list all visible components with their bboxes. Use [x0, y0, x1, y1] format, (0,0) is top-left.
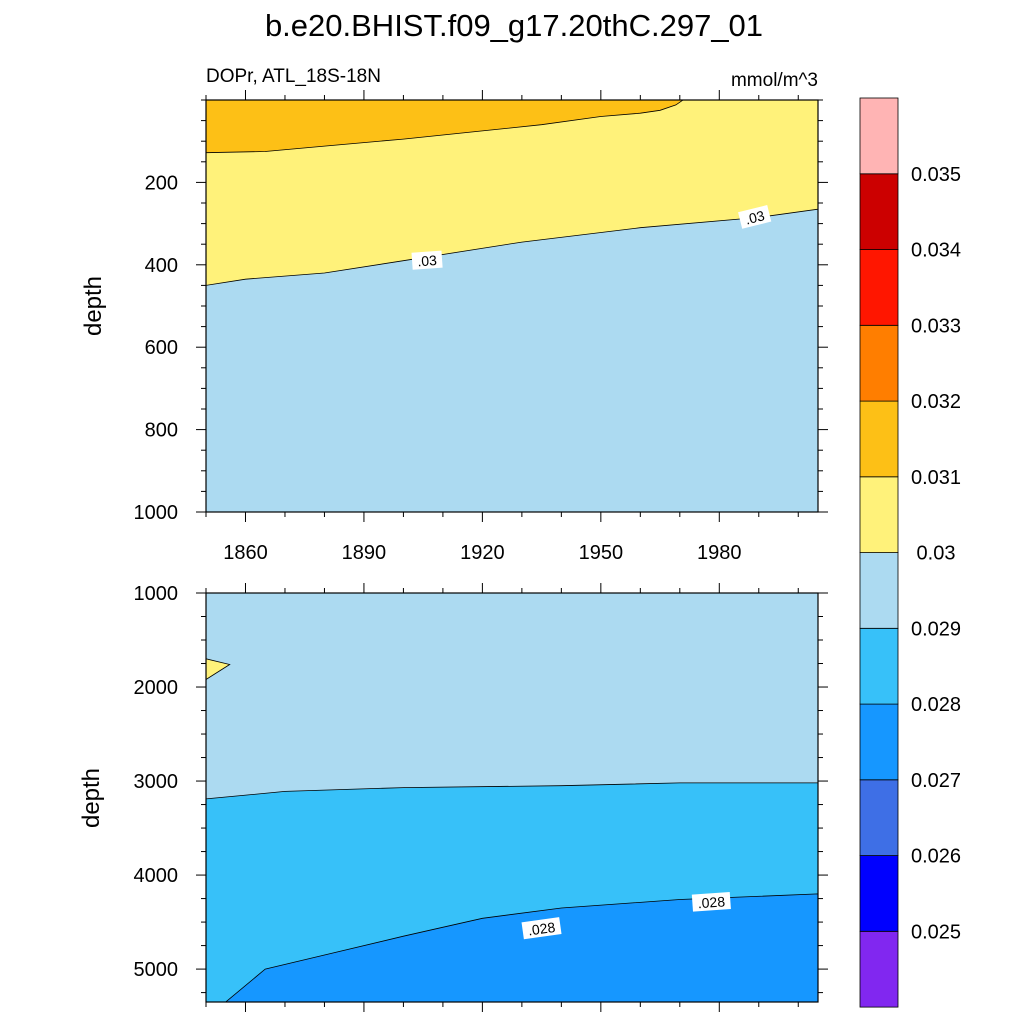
y-tick-label: 800 — [145, 420, 178, 442]
x-tick-label: 1980 — [697, 542, 742, 564]
x-tick-label: 1860 — [223, 542, 268, 564]
contour-label-text: .03 — [743, 207, 766, 227]
colorbar-tick-label: 0.028 — [911, 694, 961, 716]
x-tick-label: 1920 — [460, 542, 505, 564]
y-tick-label: 2000 — [134, 677, 179, 699]
axis-ticks — [196, 90, 828, 522]
contour-region — [206, 100, 818, 286]
colorbar-swatch — [859, 855, 899, 932]
colorbar-swatch — [859, 930, 899, 1008]
colorbar-swatch — [859, 249, 899, 326]
colorbar-tick-label: 0.031 — [911, 467, 961, 489]
contour-label-text: .028 — [697, 893, 726, 911]
contour-label-text: .028 — [527, 919, 556, 939]
colorbar-swatch — [859, 552, 899, 629]
panel-frame — [205, 592, 819, 1003]
upper-depth-panel: .03 .03 200 400 600 800 1000 — [134, 90, 828, 524]
colorbar: 0.025 0.026 0.027 0.028 0.029 0.03 0.031 0.032 0… — [859, 97, 961, 1008]
contour-line-label: .028 — [521, 917, 562, 940]
units-label: mmol/m^3 — [731, 70, 818, 91]
y-tick-label: 1000 — [134, 502, 179, 524]
y-tick-label: 600 — [145, 337, 178, 359]
colorbar-swatch — [859, 400, 899, 478]
y-tick-label: 400 — [145, 255, 178, 277]
contour-line-label: .03 — [411, 250, 443, 270]
colorbar-tick-label: 0.035 — [911, 164, 961, 186]
colorbar-swatch — [859, 324, 899, 402]
x-tick-label: 1950 — [579, 542, 624, 564]
upper-y-axis-label: depth — [80, 276, 107, 336]
contour-region — [206, 658, 231, 680]
y-tick-label: 4000 — [134, 865, 179, 887]
colorbar-tick-label: 0.029 — [911, 618, 961, 640]
contour-region — [225, 893, 818, 1002]
x-tick-label: 1890 — [342, 542, 387, 564]
variable-label: DOPr, ATL_18S-18N — [206, 66, 381, 87]
colorbar-tick-label: 0.034 — [911, 240, 961, 262]
colorbar-swatch — [859, 97, 899, 175]
x-axis-tick-labels: 1860 1890 1920 1950 1980 — [223, 542, 741, 564]
colorbar-tick-label: 0.032 — [911, 391, 961, 413]
figure-title: b.e20.BHIST.f09_g17.20thC.297_01 — [265, 8, 763, 43]
y-tick-label: 5000 — [134, 959, 179, 981]
contour-line-label: .028 — [691, 891, 731, 912]
y-tick-label: 200 — [145, 172, 178, 194]
colorbar-swatch — [859, 779, 899, 856]
colorbar-swatch — [859, 476, 899, 553]
y-tick-label: 3000 — [134, 771, 179, 793]
contour-region — [206, 100, 684, 154]
colorbar-tick-label: 0.03 — [917, 543, 956, 565]
colorbar-tick-label: 0.025 — [911, 921, 961, 943]
contour-line-label: .03 — [738, 205, 772, 229]
lower-y-axis-label: depth — [78, 768, 105, 828]
y-tick-label: 1000 — [134, 583, 179, 605]
colorbar-swatch — [859, 173, 899, 251]
colorbar-swatch — [859, 703, 899, 781]
axis-ticks — [196, 583, 828, 1012]
colorbar-swatch — [859, 627, 899, 705]
colorbar-tick-label: 0.026 — [911, 846, 961, 868]
colorbar-tick-label: 0.027 — [911, 770, 961, 792]
lower-depth-panel: .028 .028 1000 2000 3000 4000 5000 — [134, 583, 828, 1012]
contour-label-text: .03 — [417, 252, 438, 269]
colorbar-tick-label: 0.033 — [911, 315, 961, 337]
